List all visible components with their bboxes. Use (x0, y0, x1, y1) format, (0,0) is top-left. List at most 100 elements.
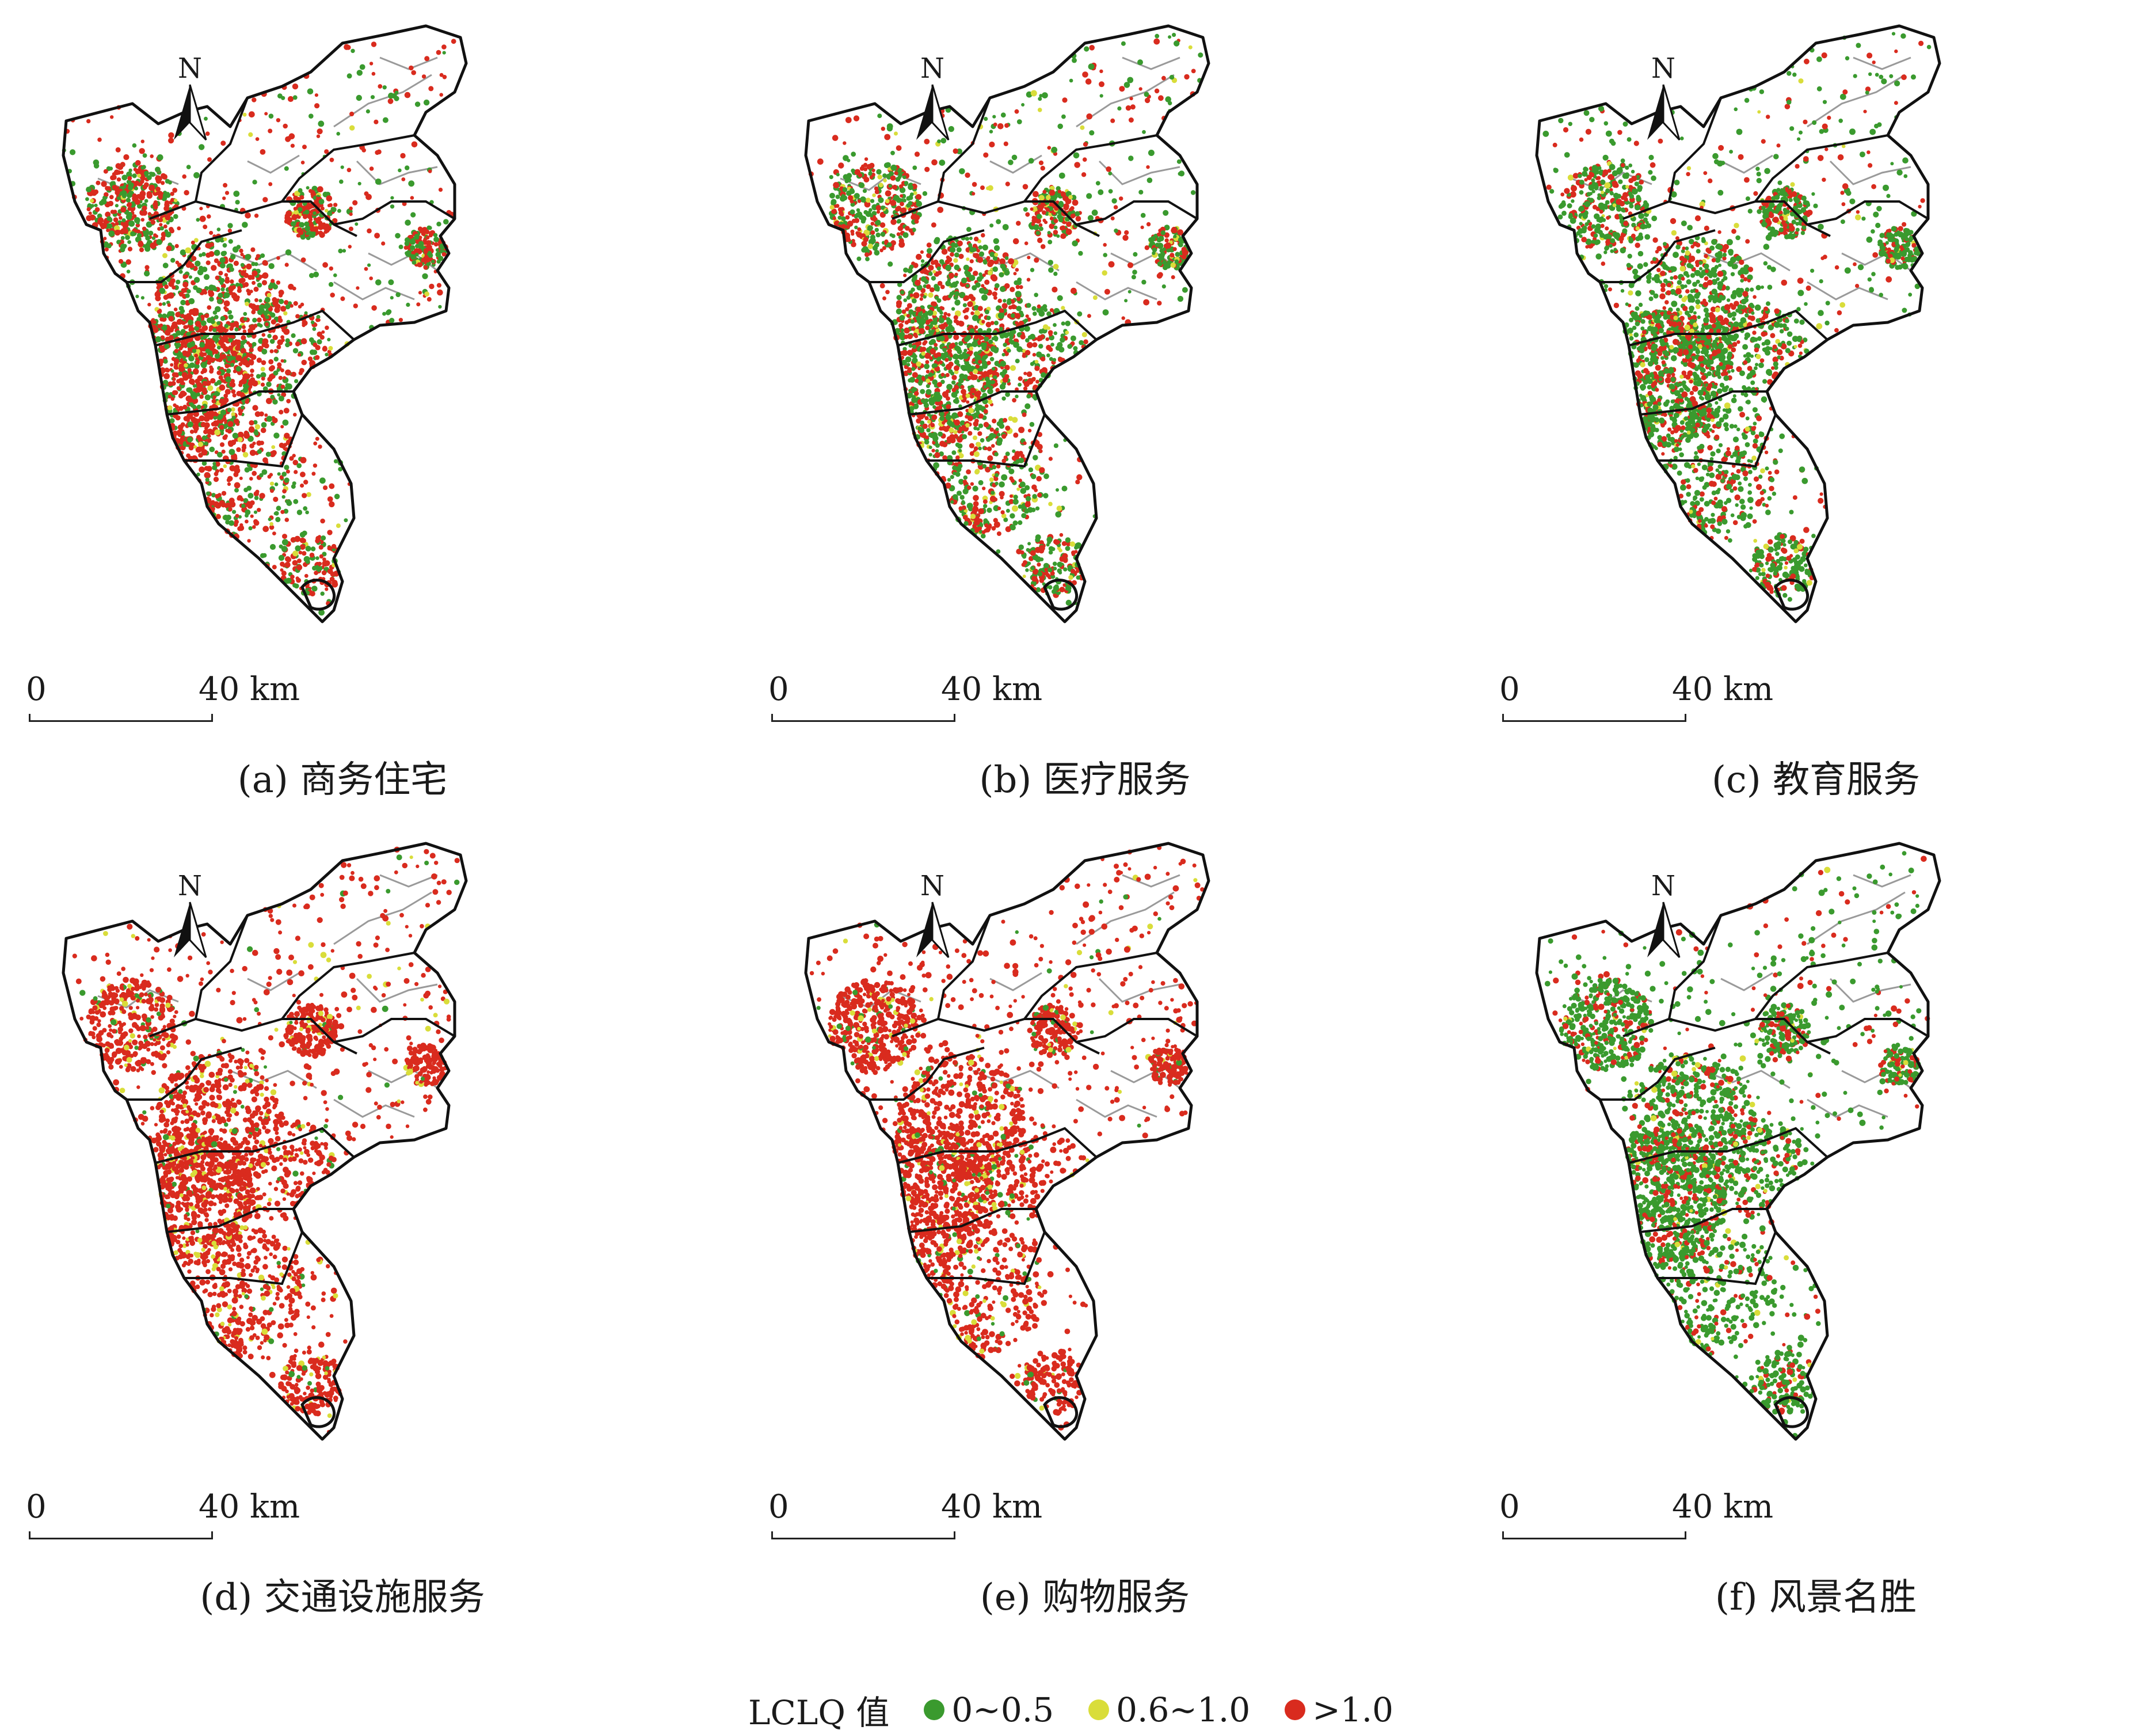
poi-point (963, 264, 970, 271)
poi-point (891, 234, 896, 238)
poi-point (443, 219, 449, 225)
poi-point (1142, 130, 1146, 134)
poi-point (832, 216, 836, 220)
poi-point (245, 254, 252, 260)
poi-point (1059, 587, 1065, 592)
poi-point (940, 372, 945, 377)
poi-point (201, 435, 207, 440)
poi-point (398, 244, 403, 249)
poi-point (245, 363, 250, 368)
poi-point (389, 318, 395, 324)
poi-point (897, 225, 904, 231)
poi-point (899, 332, 905, 337)
poi-point (954, 359, 959, 365)
poi-point (845, 225, 850, 229)
poi-point (176, 386, 181, 391)
poi-point (86, 119, 91, 124)
poi-point (201, 449, 208, 456)
poi-point (144, 170, 149, 176)
poi-point (158, 344, 163, 349)
poi-point (255, 137, 260, 141)
poi-point (300, 457, 307, 463)
poi-point (180, 329, 186, 334)
poi-point (960, 364, 965, 370)
poi-point (1010, 365, 1016, 371)
poi-point (1005, 526, 1011, 533)
poi-point (199, 341, 205, 348)
poi-point (1022, 412, 1027, 417)
poi-point (262, 526, 269, 533)
poi-point (969, 237, 973, 240)
poi-point (941, 343, 945, 347)
poi-point (945, 372, 950, 378)
poi-point (219, 500, 225, 507)
poi-point (404, 241, 410, 246)
poi-point (382, 85, 387, 90)
poi-point (858, 173, 863, 178)
poi-point (1013, 495, 1018, 500)
poi-point (98, 200, 104, 206)
poi-point (115, 147, 121, 153)
poi-point (310, 591, 315, 596)
poi-point (436, 222, 441, 227)
poi-point (235, 514, 239, 518)
poi-point (1050, 343, 1054, 347)
poi-point (120, 207, 127, 213)
poi-point (1034, 257, 1039, 263)
poi-point (249, 450, 256, 456)
poi-point (1031, 484, 1037, 490)
poi-point (980, 313, 984, 317)
poi-point (312, 565, 317, 571)
poi-point (920, 259, 925, 263)
poi-point (218, 271, 223, 276)
poi-point (1177, 295, 1184, 302)
poi-point (214, 258, 219, 264)
poi-point (925, 360, 930, 364)
poi-point (180, 299, 186, 306)
poi-point (991, 346, 997, 352)
poi-point (221, 353, 227, 359)
poi-point (346, 73, 352, 79)
poi-point (150, 242, 157, 249)
poi-point (340, 296, 345, 301)
poi-point (991, 275, 998, 282)
poi-point (186, 387, 193, 393)
poi-point (382, 117, 388, 123)
poi-point (1060, 233, 1066, 239)
poi-point (900, 194, 904, 198)
poi-point (271, 279, 275, 283)
poi-point (829, 205, 835, 210)
poi-point (231, 389, 236, 394)
poi-point (1042, 92, 1048, 99)
poi-point (214, 349, 219, 354)
poi-point (918, 381, 923, 386)
poi-point (277, 318, 283, 323)
poi-point (915, 378, 919, 383)
poi-point (140, 176, 146, 181)
poi-point (157, 309, 162, 314)
poi-point (921, 377, 925, 381)
poi-point (172, 390, 177, 396)
poi-point (1038, 223, 1043, 227)
poi-point (1060, 191, 1066, 197)
poi-point (1155, 33, 1160, 39)
poi-point (1099, 94, 1103, 98)
poi-point (419, 230, 423, 234)
poi-point (269, 522, 273, 526)
poi-point (164, 367, 169, 372)
poi-point (316, 134, 321, 138)
poi-point (128, 220, 135, 227)
poi-point (203, 416, 210, 422)
poi-point (989, 357, 995, 362)
poi-point (903, 273, 907, 277)
poi-point (193, 363, 200, 369)
poi-point (270, 489, 274, 493)
poi-point (950, 475, 954, 480)
poi-point (1018, 544, 1024, 550)
poi-point (1103, 253, 1107, 257)
poi-point (957, 412, 963, 417)
poi-point (1040, 334, 1045, 339)
poi-point (177, 226, 181, 231)
poi-point (242, 112, 247, 117)
poi-point (276, 118, 281, 123)
